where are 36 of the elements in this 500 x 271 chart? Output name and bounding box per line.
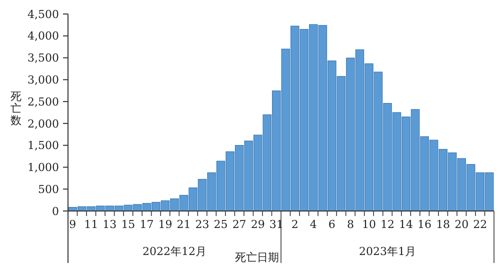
x-tick-label: 4 [310,218,317,231]
x-tick-label: 11 [84,218,98,231]
x-tick-label: 9 [69,218,76,231]
x-tick-label: 17 [140,218,154,231]
x-tick-label: 8 [346,218,354,231]
x-tick-label: 10 [362,218,376,231]
y-tick-label: 1,500 [28,139,59,152]
x-tick-label: 16 [418,218,432,231]
y-tick-label: 2,500 [28,95,59,108]
text: 2022年12月 [142,245,206,258]
y-axis-title: 死亡数 [10,90,22,127]
x-tick-label: 2 [291,218,298,231]
x-tick-label: 29 [250,218,265,231]
x-tick-label: 21 [176,218,191,231]
y-tick-label: 500 [38,182,59,196]
text: 2023年1月 [359,245,416,258]
y-tick-label: 2,000 [28,117,59,130]
x-tick-label: 18 [436,218,450,231]
x-tick-label: 27 [232,218,246,231]
y-tick-label: 1,000 [28,161,59,174]
x-tick-label: 14 [399,218,414,231]
y-tick-label: 4,000 [28,30,59,43]
x-tick-label: 23 [195,218,210,231]
y-tick-label: 0 [52,204,59,218]
y-tick-label: 3,000 [28,74,59,87]
x-tick-label: 15 [121,218,136,231]
x-tick-label: 6 [328,218,336,231]
y-tick-label: 4,500 [28,8,59,21]
x-tick-label: 25 [214,218,228,231]
x-tick-label: 12 [380,218,394,231]
x-tick-label: 22 [473,218,488,231]
x-tick-label: 19 [158,218,172,231]
x-tick-label: 13 [102,218,117,231]
x-tick-label: 20 [454,218,469,231]
x-axis-title: 死亡日期 [235,251,279,264]
y-tick-label: 3,500 [28,52,59,65]
